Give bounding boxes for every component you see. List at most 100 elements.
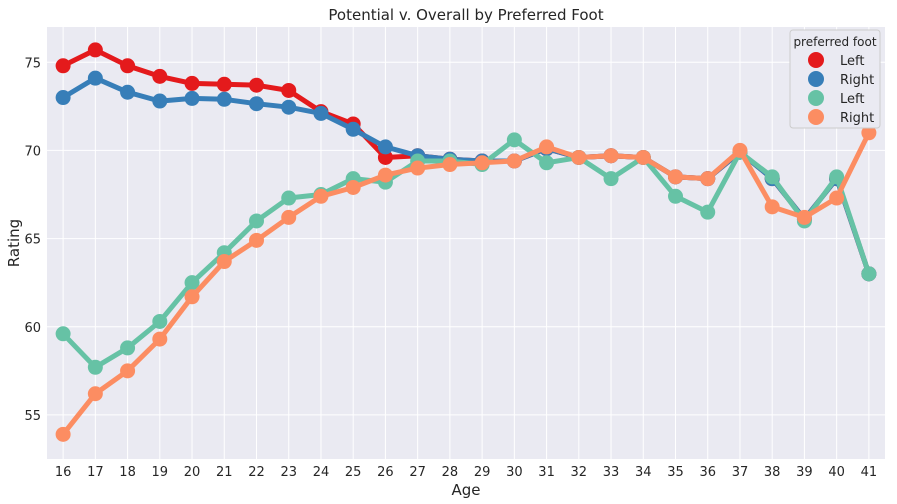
x-tick-label: 29 (474, 465, 491, 480)
data-point (120, 363, 136, 379)
data-point (87, 386, 103, 402)
x-tick-label: 37 (732, 465, 749, 480)
data-point (249, 96, 264, 112)
x-axis-label: Age (451, 481, 480, 499)
data-point (796, 209, 812, 225)
x-tick-label: 22 (248, 465, 265, 480)
y-axis-label: Rating (5, 219, 23, 267)
data-point (184, 275, 200, 291)
data-point (184, 90, 200, 106)
data-point (120, 84, 136, 100)
legend-marker (808, 71, 824, 87)
data-point (861, 266, 877, 282)
x-tick-label: 32 (571, 465, 588, 480)
x-tick-label: 25 (345, 465, 362, 480)
data-point (377, 139, 393, 155)
data-point (249, 77, 264, 93)
x-tick-label: 19 (152, 465, 169, 480)
data-point (700, 204, 716, 220)
x-tick-label: 30 (506, 465, 523, 480)
y-tick-label: 60 (24, 321, 41, 336)
x-tick-label: 40 (828, 465, 845, 480)
data-point (87, 70, 103, 86)
data-point (764, 199, 780, 215)
data-point (55, 90, 71, 106)
data-point (152, 313, 168, 329)
legend-label: Left (840, 92, 864, 107)
data-point (668, 188, 683, 204)
data-point (184, 75, 200, 91)
x-tick-label: 24 (313, 465, 330, 480)
y-tick-label: 70 (24, 144, 41, 159)
y-tick-label: 75 (24, 56, 41, 71)
x-tick-label: 21 (216, 465, 233, 480)
legend-label: Left (840, 54, 864, 69)
x-tick-labels: 16 17 18 19 20 21 22 23 24 25 26 27 28 29 30 31 32 33 34 35… (55, 465, 877, 480)
legend-marker (808, 52, 824, 68)
data-point (603, 171, 619, 187)
data-point (216, 254, 232, 270)
data-point (506, 153, 522, 169)
data-point (152, 93, 168, 109)
data-point (313, 105, 329, 121)
x-tick-label: 27 (409, 465, 426, 480)
x-tick-label: 38 (764, 465, 781, 480)
y-tick-label: 65 (24, 233, 41, 248)
legend-label: Right (840, 111, 874, 126)
x-tick-label: 28 (442, 465, 459, 480)
legend-marker (808, 90, 824, 106)
data-point (281, 99, 297, 115)
data-point (184, 289, 200, 305)
data-point (861, 125, 877, 141)
x-tick-label: 18 (119, 465, 136, 480)
data-point (55, 326, 71, 342)
x-tick-label: 20 (184, 465, 201, 480)
data-point (377, 149, 393, 165)
series-layer (55, 42, 877, 442)
data-point (732, 142, 748, 158)
data-point (55, 58, 71, 74)
legend-title: preferred foot (793, 35, 876, 49)
x-tick-label: 31 (538, 465, 555, 480)
data-point (829, 190, 845, 206)
data-point (55, 426, 71, 442)
y-tick-label: 55 (24, 409, 41, 424)
data-point (700, 171, 716, 187)
data-point (571, 149, 587, 165)
data-point (345, 179, 361, 195)
data-point (87, 359, 103, 375)
series-right-3 (55, 125, 877, 442)
data-point (313, 188, 329, 204)
data-point (635, 149, 651, 165)
data-point (410, 160, 426, 176)
data-point (152, 331, 168, 347)
data-point (216, 91, 232, 107)
data-point (829, 169, 845, 185)
legend: preferred foot Left Right Left Right (789, 29, 881, 129)
legend-label: Right (840, 73, 874, 88)
data-point (281, 190, 297, 206)
data-point (216, 76, 232, 92)
data-point (152, 68, 168, 84)
x-tick-label: 17 (87, 465, 104, 480)
plot-background (47, 27, 885, 459)
data-point (120, 58, 136, 74)
data-point (539, 139, 555, 155)
x-tick-label: 35 (667, 465, 684, 480)
chart-title: Potential v. Overall by Preferred Foot (328, 6, 603, 24)
data-point (249, 213, 264, 229)
x-tick-label: 39 (796, 465, 813, 480)
x-tick-label: 41 (861, 465, 878, 480)
x-tick-label: 16 (55, 465, 72, 480)
data-point (120, 340, 136, 356)
data-point (442, 157, 458, 173)
x-tick-label: 26 (377, 465, 394, 480)
data-point (603, 148, 619, 164)
data-point (506, 132, 522, 148)
data-point (539, 155, 555, 171)
data-point (345, 121, 361, 137)
data-point (249, 232, 264, 248)
x-tick-label: 34 (635, 465, 652, 480)
data-point (281, 82, 297, 98)
